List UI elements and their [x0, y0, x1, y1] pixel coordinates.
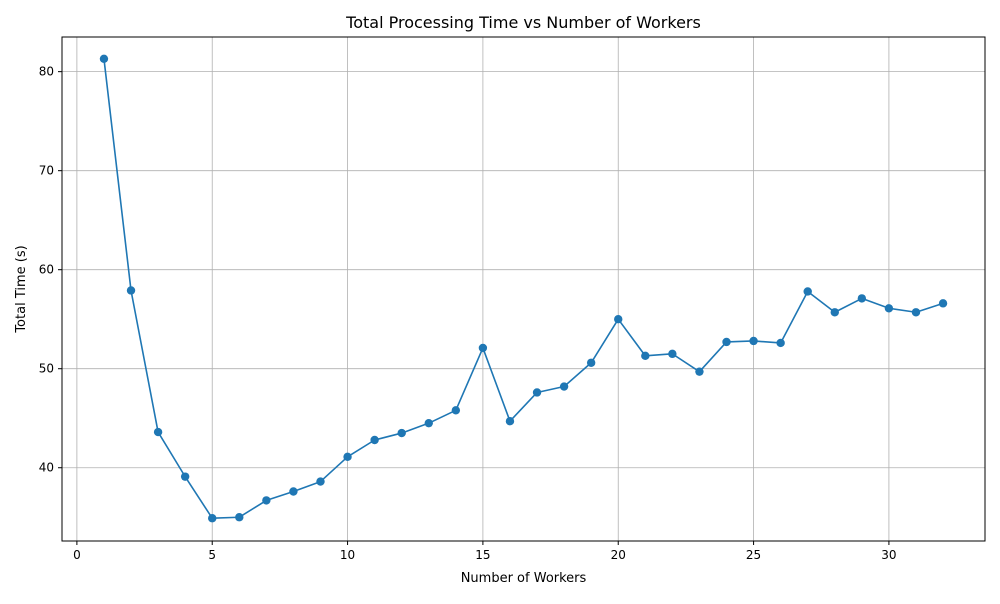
y-tick-label: 70	[39, 164, 54, 178]
data-point	[722, 337, 731, 347]
data-point	[911, 308, 921, 317]
data-point	[397, 428, 406, 438]
x-tick-label: 0	[73, 548, 81, 562]
data-point	[99, 54, 109, 63]
y-tick-label: 60	[39, 263, 54, 277]
y-tick-label: 50	[39, 362, 54, 376]
grid-lines	[62, 37, 985, 541]
axes: 0 5 10 15 20 25 30 40 50 60 70 80	[39, 65, 897, 562]
data-point	[180, 472, 190, 481]
data-point	[235, 513, 244, 522]
data-point	[559, 382, 569, 391]
data-point	[370, 435, 379, 445]
x-tick-label: 25	[746, 548, 761, 562]
data-point	[695, 367, 704, 376]
plot-frame	[61, 36, 986, 542]
data-point	[262, 496, 271, 505]
data-point	[316, 477, 325, 486]
data-point	[614, 315, 623, 324]
data-point	[586, 358, 596, 367]
x-tick-label: 10	[340, 548, 355, 562]
data-point	[153, 427, 163, 437]
series-line	[103, 58, 944, 520]
data-point	[126, 286, 136, 295]
data-point	[478, 343, 488, 353]
data-point	[532, 388, 542, 397]
y-tick-label: 80	[39, 65, 54, 79]
chart-title: Total Processing Time vs Number of Worke…	[345, 13, 701, 32]
data-point	[451, 406, 461, 415]
x-axis-label: Number of Workers	[461, 571, 587, 586]
y-tick-label: 40	[39, 461, 54, 475]
x-tick-label: 20	[611, 548, 626, 562]
data-point	[776, 338, 785, 348]
data-point	[208, 514, 217, 523]
data-point	[830, 308, 839, 317]
data-point	[289, 487, 298, 496]
data-point	[424, 418, 433, 428]
data-point	[938, 299, 948, 308]
data-point	[803, 287, 812, 296]
y-axis-label: Total Time (s)	[14, 245, 29, 333]
data-point	[343, 452, 352, 462]
data-point	[857, 294, 867, 303]
x-tick-label: 5	[208, 548, 216, 562]
x-tick-label: 30	[881, 548, 896, 562]
data-point	[641, 351, 650, 361]
data-point	[668, 349, 677, 359]
x-tick-label: 15	[475, 548, 490, 562]
data-point	[749, 336, 758, 346]
data-point	[884, 304, 894, 313]
data-point	[505, 416, 515, 426]
data-series	[99, 54, 948, 523]
